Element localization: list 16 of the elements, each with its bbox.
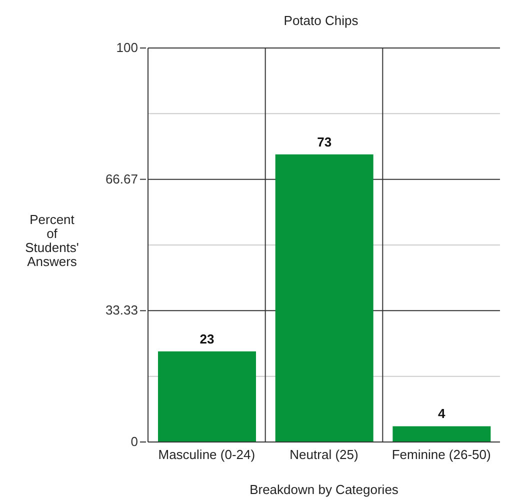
data-label: 4 [438, 406, 446, 422]
bar [275, 154, 374, 442]
bar [392, 426, 491, 442]
x-tick-label: Neutral (25) [290, 447, 358, 462]
y-axis-title: Percent of Students' Answers [25, 212, 79, 269]
y-tick-label: 66.67 [105, 171, 138, 186]
x-tick-label: Feminine (26-50) [392, 447, 491, 462]
chart-title: Potato Chips [282, 12, 360, 30]
data-label: 23 [200, 331, 214, 346]
y-tick-label: 33.33 [105, 302, 138, 318]
y-tick-label: 0 [130, 434, 138, 449]
data-label: 73 [317, 134, 332, 150]
x-axis-title: Breakdown by Categories [250, 482, 399, 497]
bar [158, 351, 256, 442]
y-tick-label: 100 [116, 40, 138, 55]
x-tick-label: Masculine (0-24) [158, 447, 256, 462]
